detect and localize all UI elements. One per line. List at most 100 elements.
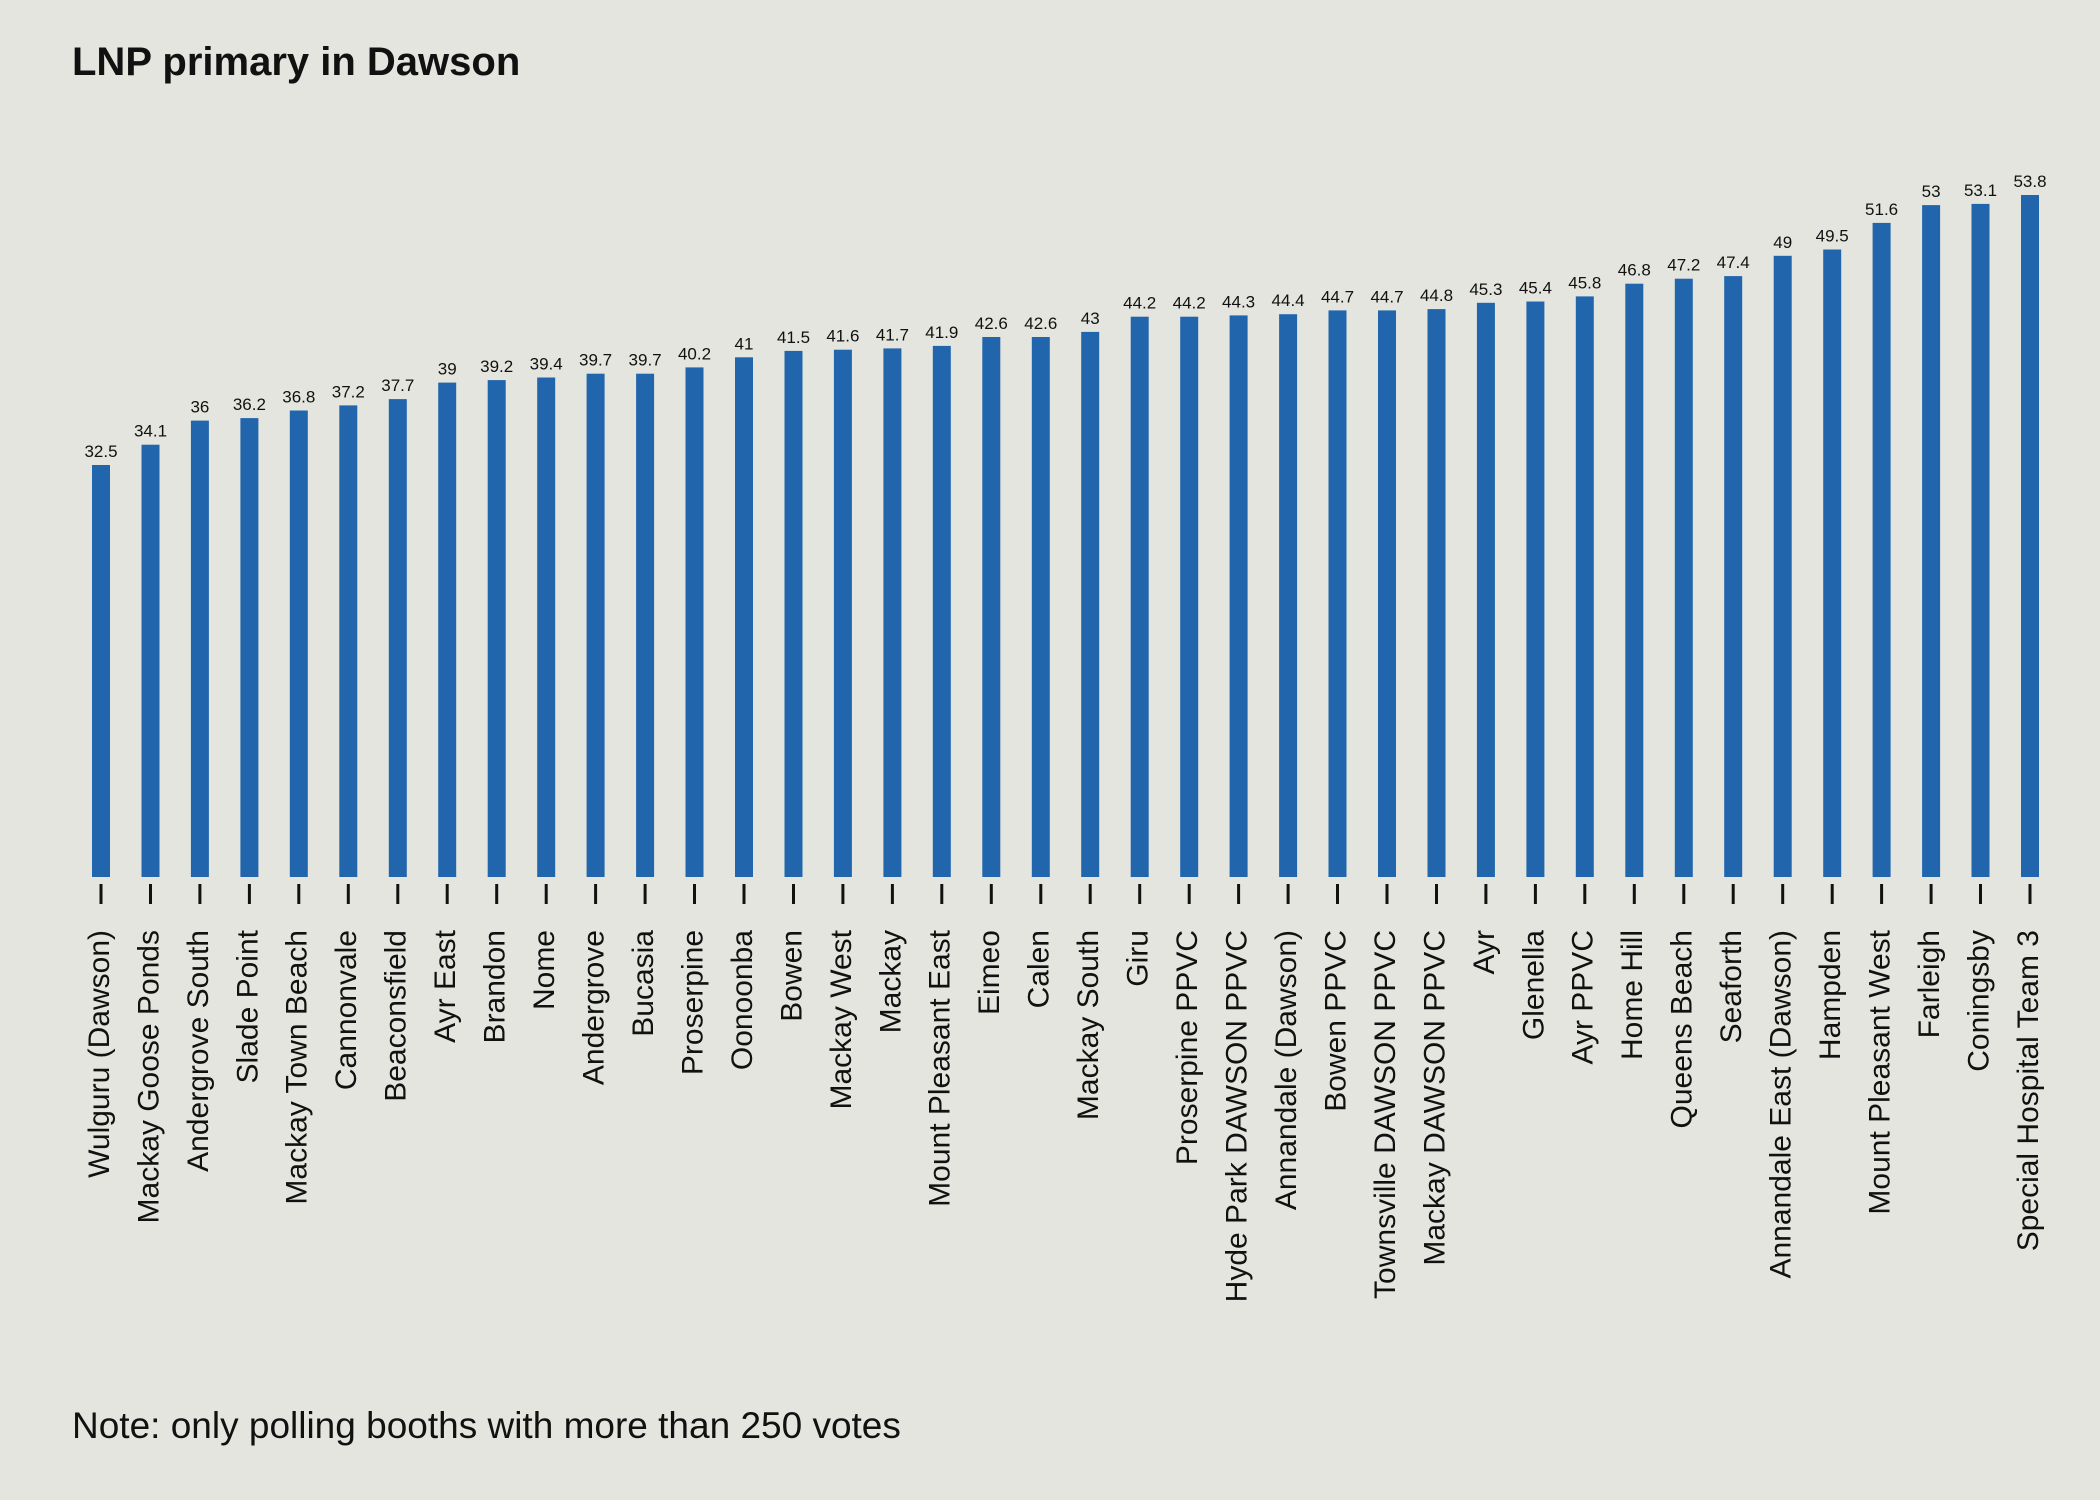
bar-value-label: 41.6 bbox=[826, 327, 859, 346]
bar-value-label: 45.8 bbox=[1568, 273, 1601, 292]
bar-value-label: 44.8 bbox=[1420, 286, 1453, 305]
x-tick-label: Mackay West bbox=[825, 929, 858, 1109]
x-tick-label: Proserpine PPVC bbox=[1171, 930, 1204, 1165]
chart-title: LNP primary in Dawson bbox=[72, 40, 521, 84]
bar bbox=[784, 350, 803, 877]
bar bbox=[1872, 222, 1891, 877]
x-tick-label: Slade Point bbox=[231, 929, 264, 1083]
bar bbox=[636, 373, 655, 877]
bar-value-label: 49 bbox=[1773, 233, 1792, 252]
bar bbox=[1823, 249, 1842, 877]
bar-value-label: 44.2 bbox=[1173, 294, 1206, 313]
bar bbox=[487, 380, 506, 877]
x-tick-label: Mackay Town Beach bbox=[281, 930, 314, 1205]
bar bbox=[2021, 195, 2039, 877]
bar bbox=[883, 348, 902, 877]
bar bbox=[438, 382, 457, 877]
bar bbox=[1724, 276, 1743, 878]
bar bbox=[586, 373, 605, 877]
bar-value-label: 42.6 bbox=[1024, 314, 1057, 333]
bar-value-label: 39.7 bbox=[629, 351, 662, 370]
bar-value-label: 40.2 bbox=[678, 344, 711, 363]
x-tick-label: Proserpine bbox=[676, 930, 709, 1075]
bar-value-label: 45.4 bbox=[1519, 279, 1552, 298]
bar-value-label: 41.7 bbox=[876, 325, 909, 344]
bar bbox=[1229, 315, 1248, 877]
bar bbox=[1674, 278, 1693, 877]
x-tick-label: Home Hill bbox=[1616, 930, 1649, 1060]
bar bbox=[1031, 337, 1050, 877]
x-tick-label: Annandale East (Dawson) bbox=[1765, 930, 1798, 1279]
x-tick-label: Hyde Park DAWSON PPVC bbox=[1221, 930, 1254, 1302]
x-tick-label: Cannonvale bbox=[330, 930, 363, 1090]
x-tick-label: Andergrove bbox=[578, 930, 611, 1085]
bar bbox=[1328, 310, 1347, 877]
bar-value-label: 41 bbox=[735, 334, 754, 353]
bar bbox=[537, 377, 556, 877]
bar bbox=[240, 418, 259, 877]
bar-value-label: 45.3 bbox=[1469, 280, 1502, 299]
bar bbox=[1378, 310, 1396, 877]
x-tick-label: Mackay bbox=[874, 930, 907, 1033]
bar-value-label: 39.7 bbox=[579, 351, 612, 370]
x-tick-label: Townsville DAWSON PPVC bbox=[1369, 930, 1402, 1299]
bar bbox=[932, 345, 951, 877]
x-tick-label: Bucasia bbox=[627, 930, 660, 1037]
bar-value-label: 53 bbox=[1922, 182, 1941, 201]
bar bbox=[1476, 302, 1495, 877]
bar-value-label: 32.5 bbox=[84, 442, 117, 461]
x-tick-label: Mount Pleasant East bbox=[924, 929, 957, 1206]
bar bbox=[735, 357, 753, 877]
bar bbox=[685, 367, 704, 877]
x-tick-label: Eimeo bbox=[973, 930, 1006, 1015]
x-tick-label: Bowen PPVC bbox=[1319, 930, 1352, 1112]
x-tick-label: Mackay Goose Ponds bbox=[132, 930, 165, 1223]
bar-value-label: 37.7 bbox=[381, 376, 414, 395]
x-tick-label: Seaforth bbox=[1715, 930, 1748, 1043]
bar-value-label: 42.6 bbox=[975, 314, 1008, 333]
bar bbox=[339, 405, 358, 877]
x-tick-label: Giru bbox=[1122, 930, 1155, 987]
x-tick-label: Ayr East bbox=[429, 929, 462, 1042]
bar bbox=[1971, 203, 1990, 877]
bar bbox=[982, 337, 1001, 877]
bar-value-label: 44.3 bbox=[1222, 292, 1255, 311]
bar bbox=[289, 410, 308, 877]
bar bbox=[92, 465, 110, 877]
x-tick-label: Beaconsfield bbox=[380, 930, 413, 1102]
bar-value-label: 53.1 bbox=[1964, 181, 1997, 200]
bar bbox=[1526, 301, 1545, 877]
bar-value-label: 44.2 bbox=[1123, 294, 1156, 313]
bar-value-label: 44.7 bbox=[1321, 287, 1354, 306]
bar bbox=[1427, 309, 1446, 878]
bar-value-label: 49.5 bbox=[1816, 227, 1849, 246]
bar bbox=[1575, 296, 1594, 877]
x-tick-label: Calen bbox=[1023, 930, 1056, 1008]
bar bbox=[190, 420, 209, 877]
x-tick-label: Coningsby bbox=[1962, 930, 1995, 1072]
bar-value-label: 47.2 bbox=[1667, 256, 1700, 275]
bar bbox=[1625, 283, 1644, 877]
bar-value-label: 51.6 bbox=[1865, 200, 1898, 219]
bar-value-label: 44.7 bbox=[1370, 287, 1403, 306]
x-tick-label: Ayr bbox=[1468, 930, 1501, 974]
bar bbox=[1279, 314, 1298, 877]
bar-value-label: 36.2 bbox=[233, 395, 266, 414]
x-tick-label: Glenella bbox=[1517, 930, 1550, 1040]
bar-value-label: 39 bbox=[438, 360, 457, 379]
x-tick-label: Andergrove South bbox=[182, 930, 215, 1172]
x-tick-label: Farleigh bbox=[1913, 930, 1946, 1038]
bar-value-label: 39.4 bbox=[530, 355, 563, 374]
x-tick-label: Oonoonba bbox=[726, 930, 759, 1070]
bar-value-label: 39.2 bbox=[480, 357, 513, 376]
bar-value-label: 37.2 bbox=[332, 382, 365, 401]
x-tick-label: Nome bbox=[528, 930, 561, 1010]
x-tick-label: Mackay DAWSON PPVC bbox=[1418, 930, 1451, 1266]
bar-value-label: 53.8 bbox=[2013, 172, 2046, 191]
bar-value-label: 46.8 bbox=[1618, 261, 1651, 280]
x-tick-label: Brandon bbox=[479, 930, 512, 1043]
bar-value-label: 47.4 bbox=[1717, 253, 1750, 272]
chart-note: Note: only polling booths with more than… bbox=[72, 1405, 901, 1446]
